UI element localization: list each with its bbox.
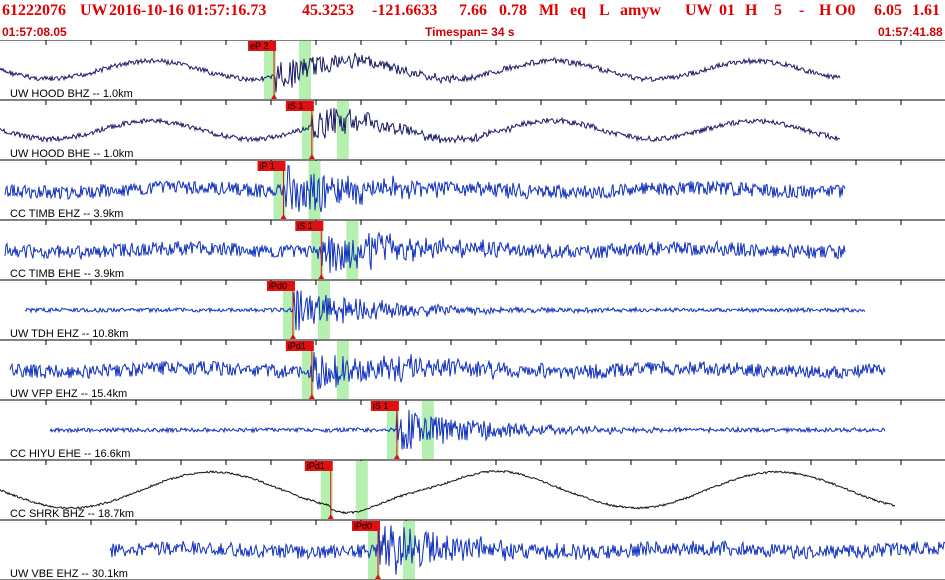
waveform-canvas[interactable]: eP 2 UW HOOD BHZ -- 1.0km iS 1 UW HOOD BHE … xyxy=(0,40,945,580)
event-stat-b: 1.61 xyxy=(912,2,940,19)
event-type: eq xyxy=(570,2,586,19)
pick-flag xyxy=(257,161,286,171)
pick-arrow xyxy=(289,334,296,339)
pick-flag xyxy=(295,221,324,231)
event-depth: 7.66 xyxy=(459,2,487,19)
pick-arrow xyxy=(375,574,381,579)
event-summary-line: 61222076 UW 2016-10-16 01:57:16.73 45.32… xyxy=(2,2,943,22)
phase-pick-marker[interactable]: iS 1 xyxy=(295,221,325,279)
pick-flag xyxy=(370,401,399,411)
trace-label: UW VFP EHZ -- 15.4km xyxy=(10,388,127,400)
phase-pick-marker[interactable]: iS 1 xyxy=(285,101,315,159)
trace-panel[interactable]: iS 1 UW HOOD BHE -- 1.0km xyxy=(0,101,841,160)
trace-panel[interactable]: iPd0 UW TDH EHZ -- 10.8km xyxy=(10,281,866,340)
time-bar: 01:57:08.05 Timespan= 34 s 01:57:41.88 xyxy=(0,24,945,40)
trace-panel[interactable]: iPd1 CC SHRK BHZ -- 18.7km xyxy=(0,461,896,520)
pick-flag xyxy=(304,461,333,471)
pick-window-band xyxy=(264,41,277,99)
start-time: 01:57:08.05 xyxy=(2,25,67,39)
pick-flag xyxy=(285,101,314,111)
pick-label: iP 1 xyxy=(260,161,275,171)
pick-label: iS 1 xyxy=(288,101,304,111)
trace-panel[interactable]: iS 1 CC TIMB EHE -- 3.9km xyxy=(4,221,846,280)
event-version: 01 xyxy=(719,2,735,19)
event-quality-d: O0 xyxy=(835,2,856,19)
seismogram-trace xyxy=(0,469,896,515)
event-network: UW xyxy=(80,2,108,19)
pick-arrow xyxy=(280,214,287,219)
pick-flag xyxy=(266,281,295,291)
pick-arrow xyxy=(327,514,334,519)
trace-label: UW VBE EHZ -- 30.1km xyxy=(10,568,128,580)
trace-panel[interactable]: iPd0 UW VBE EHZ -- 30.1km xyxy=(10,521,945,580)
trace-label: CC SHRK BHZ -- 18.7km xyxy=(10,508,134,520)
event-magnitude: 0.78 xyxy=(499,2,527,19)
pick-flag xyxy=(248,41,277,51)
pick-window-band xyxy=(421,401,434,459)
event-flag: L xyxy=(599,2,610,19)
pick-label: iPd0 xyxy=(269,281,287,291)
seismogram-trace xyxy=(109,525,945,575)
seismogram-trace xyxy=(0,107,841,144)
waveform-panel[interactable]: eP 2 UW HOOD BHZ -- 1.0km iS 1 UW HOOD BHE … xyxy=(0,40,945,580)
trace-panel[interactable]: iP 1 CC TIMB EHZ -- 3.9km xyxy=(4,161,846,220)
pick-window-band xyxy=(282,281,295,339)
pick-arrow xyxy=(271,94,278,99)
pick-window-band xyxy=(355,461,368,519)
pick-arrow xyxy=(308,394,315,399)
seismogram-trace xyxy=(4,231,846,273)
phase-pick-marker[interactable]: eP 2 xyxy=(248,41,278,99)
event-header: 61222076 UW 2016-10-16 01:57:16.73 45.32… xyxy=(0,0,945,40)
event-longitude: -121.6633 xyxy=(372,2,438,19)
event-datetime: 2016-10-16 01:57:16.73 xyxy=(109,2,267,19)
event-latitude: 45.3253 xyxy=(302,2,354,19)
pick-flag xyxy=(352,521,380,531)
event-quality-a: H xyxy=(745,2,758,19)
trace-label: CC HIYU EHE -- 16.6km xyxy=(10,448,130,460)
pick-label: iS 1 xyxy=(297,221,313,231)
phase-pick-marker[interactable]: iPd1 xyxy=(285,341,315,399)
end-time: 01:57:41.88 xyxy=(878,25,943,39)
trace-label: UW HOOD BHZ -- 1.0km xyxy=(10,88,133,100)
trace-label: UW HOOD BHE -- 1.0km xyxy=(10,148,133,160)
pick-flag xyxy=(285,341,314,351)
trace-label: UW TDH EHZ -- 10.8km xyxy=(10,328,128,340)
seismogram-trace xyxy=(9,352,886,390)
phase-pick-marker[interactable]: iPd0 xyxy=(266,281,296,339)
event-quality-b: 5 xyxy=(774,2,782,19)
trace-panel[interactable]: eP 2 UW HOOD BHZ -- 1.0km xyxy=(0,41,841,100)
trace-label: CC TIMB EHE -- 3.9km xyxy=(10,268,124,280)
event-id: 61222076 xyxy=(2,2,66,19)
event-source: UW xyxy=(685,2,713,19)
seismogram-trace xyxy=(49,409,886,450)
pick-label: iS 1 xyxy=(373,401,389,411)
event-stat-a: 6.05 xyxy=(874,2,902,19)
phase-pick-marker[interactable]: iPd0 xyxy=(352,521,381,579)
seismogram-trace xyxy=(0,52,841,93)
trace-panel[interactable]: iS 1 CC HIYU EHE -- 16.6km xyxy=(10,401,886,460)
event-quality-c: H xyxy=(819,2,832,19)
phase-pick-marker[interactable]: iP 1 xyxy=(257,161,287,219)
pick-arrow xyxy=(308,154,315,159)
trace-panel[interactable]: iPd1 UW VFP EHZ -- 15.4km xyxy=(9,341,886,400)
pick-window-band xyxy=(301,101,314,159)
pick-label: iPd1 xyxy=(288,341,306,351)
phase-pick-marker[interactable]: iPd1 xyxy=(304,461,334,519)
pick-window-band xyxy=(273,161,286,219)
pick-label: eP 2 xyxy=(250,41,268,51)
trace-label: CC TIMB EHZ -- 3.9km xyxy=(10,208,123,220)
pick-label: iPd1 xyxy=(307,461,325,471)
pick-label: iPd0 xyxy=(354,521,372,531)
event-analyst: amyw xyxy=(620,2,661,19)
seismogram-trace xyxy=(4,164,846,212)
event-mag-type: Ml xyxy=(539,2,559,19)
seismogram-trace xyxy=(24,290,866,331)
phase-pick-marker[interactable]: iS 1 xyxy=(370,401,400,459)
pick-window-band xyxy=(336,341,349,399)
pick-arrow xyxy=(393,454,400,459)
timespan-label: Timespan= 34 s xyxy=(425,25,515,39)
event-dash: - xyxy=(799,2,805,19)
pick-arrow xyxy=(318,274,325,279)
